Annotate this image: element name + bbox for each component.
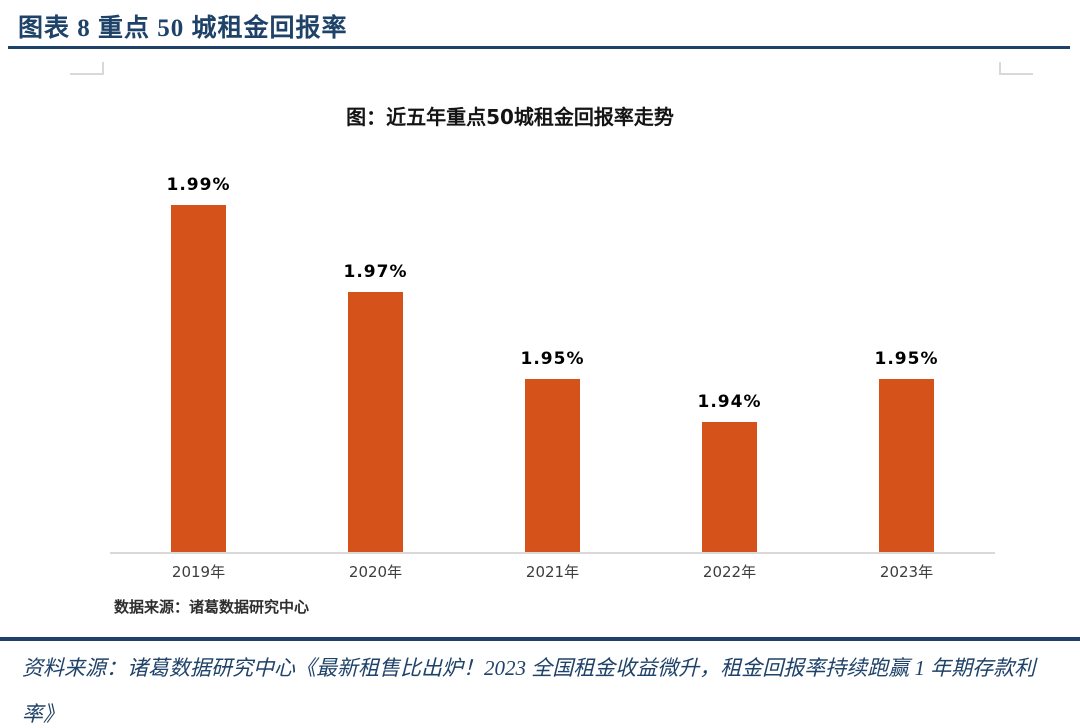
footer-citation: 资料来源：诸葛数据研究中心《最新租售比出炉！2023 全国租金收益微升，租金回报… [22,656,1036,726]
chart-source-note: 数据来源：诸葛数据研究中心 [114,598,310,616]
table-corner-mark-right [999,62,1033,75]
x-axis-labels: 2019年 2020年 2021年 2022年 2023年 [110,561,995,582]
header-divider [8,46,1070,49]
figure-caption: 图表 8 重点 50 城租金回报率 [18,15,348,42]
bar [525,379,580,552]
bar-column: 1.97% [287,262,464,552]
bar-value-label: 1.99% [166,175,231,195]
x-axis-tick-label: 2021年 [525,563,580,581]
bar-value-label: 1.95% [520,349,585,369]
bar-column: 1.95% [818,349,995,552]
table-corner-mark-left [70,62,104,75]
bar-column: 1.95% [464,349,641,552]
x-axis-tick-label: 2023年 [879,563,934,581]
x-axis-tick-label: 2019年 [171,563,226,581]
footer-divider [0,637,1080,641]
bar-value-label: 1.95% [874,349,939,369]
bar-value-label: 1.94% [697,392,762,412]
bar [171,205,226,552]
bar-column: 1.94% [641,392,818,552]
chart-title: 图：近五年重点50城租金回报率走势 [346,105,674,129]
x-axis-tick-label: 2022年 [702,563,757,581]
bar-column: 1.99% [110,175,287,552]
x-axis-tick-label: 2020年 [348,563,403,581]
bar-value-label: 1.97% [343,262,408,282]
bar [348,292,403,552]
bar [702,422,757,552]
bar [879,379,934,552]
plot-area: 1.99% 1.97% 1.95% 1.94% 1.95% [110,162,995,554]
